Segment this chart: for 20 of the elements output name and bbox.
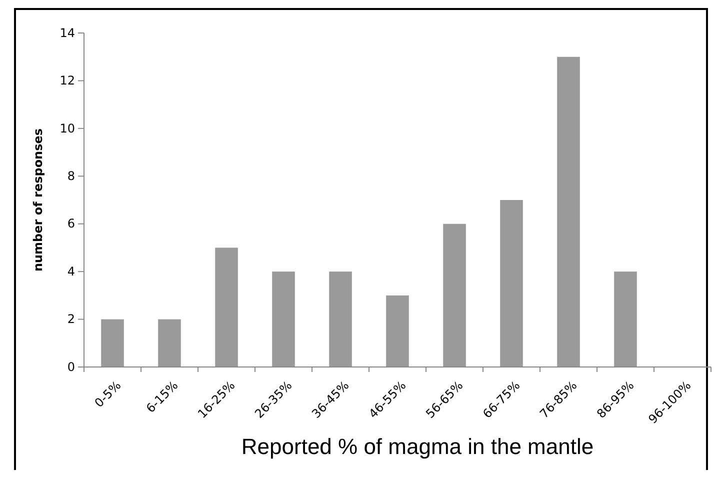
bar [443,224,466,367]
y-tick-label: 2 [67,312,75,326]
y-axis-title: number of responses [31,128,45,272]
y-tick-label: 0 [67,360,75,374]
y-tick-label: 10 [60,121,75,136]
bar [158,319,181,367]
bar [272,272,295,367]
bar [215,248,238,367]
y-tick-label: 4 [67,264,75,278]
bar [101,319,124,367]
x-axis-title: Reported % of magma in the mantle [241,434,594,459]
y-tick-label: 12 [60,74,75,88]
bar [329,272,352,367]
y-tick-label: 8 [67,168,75,183]
bar [614,272,637,367]
y-tick-label: 14 [60,26,75,40]
bar [500,200,523,367]
y-tick-label: 6 [67,216,75,231]
bar [386,295,409,367]
bar [557,56,580,367]
